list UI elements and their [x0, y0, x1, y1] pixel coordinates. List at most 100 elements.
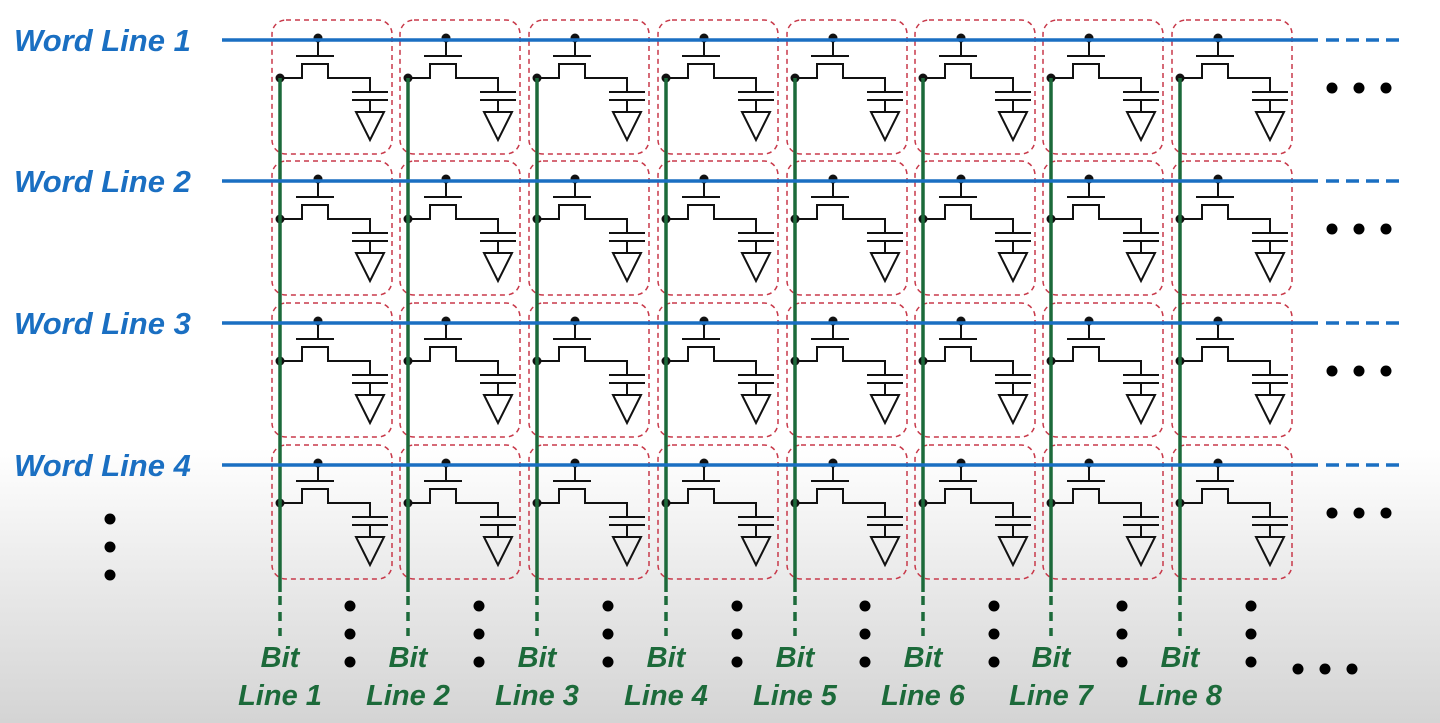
- cell-border: [1171, 302, 1293, 438]
- ellipsis-dot: [1353, 223, 1365, 235]
- bit-line-label-top: Bit: [389, 642, 429, 674]
- transistor-capacitor-circuit: [666, 465, 774, 568]
- bit-line-label-bottom: Line 7: [1009, 680, 1095, 712]
- transistor-capacitor-circuit: [666, 181, 774, 284]
- bit-lines: [278, 78, 1182, 636]
- cell-border: [399, 160, 521, 296]
- transistor-capacitor-circuit: [1051, 181, 1159, 284]
- cell-border: [786, 302, 908, 438]
- word-line-label: Word Line 1: [14, 23, 191, 58]
- continuation-dots: [104, 82, 1392, 675]
- cell-border: [657, 160, 779, 296]
- word-line-label: Word Line 2: [14, 164, 191, 199]
- cell-border: [914, 160, 1036, 296]
- bit-line-label-bottom: Line 5: [753, 680, 838, 712]
- ellipsis-dot: [859, 600, 871, 612]
- bit-line-label-top: Bit: [1032, 642, 1072, 674]
- bit-line-label-top: Bit: [904, 642, 944, 674]
- transistor-capacitor-circuit: [1051, 40, 1159, 143]
- ellipsis-dot: [1245, 656, 1257, 668]
- ellipsis-dot: [1245, 628, 1257, 640]
- cell-border: [528, 160, 650, 296]
- transistor-capacitor-circuit: [1180, 181, 1288, 284]
- cell-border: [1171, 160, 1293, 296]
- ellipsis-dot: [473, 600, 485, 612]
- ellipsis-dot: [859, 656, 871, 668]
- memory-cell: [914, 302, 1036, 438]
- bit-line-label-bottom: Line 2: [366, 680, 450, 712]
- bit-line-label-top: Bit: [518, 642, 558, 674]
- ellipsis-dot: [1380, 82, 1392, 94]
- memory-cell: [528, 302, 650, 438]
- transistor-capacitor-circuit: [666, 40, 774, 143]
- cell-border: [528, 302, 650, 438]
- cell-border: [1042, 160, 1164, 296]
- ellipsis-dot: [1326, 365, 1338, 377]
- ellipsis-dot: [1326, 507, 1338, 519]
- ellipsis-dot: [1380, 365, 1392, 377]
- memory-cell: [786, 444, 908, 580]
- cell-border: [1042, 302, 1164, 438]
- ellipsis-dot: [344, 656, 356, 668]
- transistor-capacitor-circuit: [408, 465, 516, 568]
- ellipsis-dot: [988, 628, 1000, 640]
- transistor-capacitor-circuit: [1180, 465, 1288, 568]
- memory-cell: [657, 444, 779, 580]
- transistor-capacitor-circuit: [280, 40, 388, 143]
- ellipsis-dot: [344, 628, 356, 640]
- transistor-capacitor-circuit: [408, 181, 516, 284]
- transistor-capacitor-circuit: [1051, 465, 1159, 568]
- ellipsis-dot: [1326, 223, 1338, 235]
- transistor-capacitor-circuit: [795, 323, 903, 426]
- transistor-capacitor-circuit: [795, 465, 903, 568]
- cell-border: [657, 19, 779, 155]
- bit-line-label-bottom: Line 8: [1138, 680, 1223, 712]
- ellipsis-dot: [731, 628, 743, 640]
- cell-border: [271, 19, 393, 155]
- ellipsis-dot: [1116, 600, 1128, 612]
- cell-border: [528, 19, 650, 155]
- cell-border: [657, 444, 779, 580]
- cell-border: [271, 302, 393, 438]
- transistor-capacitor-circuit: [537, 323, 645, 426]
- word-line-label: Word Line 3: [14, 306, 191, 341]
- cell-border: [528, 444, 650, 580]
- memory-cell: [399, 302, 521, 438]
- ellipsis-dot: [1353, 507, 1365, 519]
- cell-border: [399, 302, 521, 438]
- transistor-capacitor-circuit: [795, 40, 903, 143]
- memory-cell: [271, 160, 393, 296]
- ellipsis-dot: [104, 541, 116, 553]
- memory-cell: [786, 160, 908, 296]
- ellipsis-dot: [731, 656, 743, 668]
- cell-border: [657, 302, 779, 438]
- transistor-capacitor-circuit: [280, 181, 388, 284]
- bit-line-label-bottom: Line 6: [881, 680, 966, 712]
- transistor-capacitor-circuit: [408, 40, 516, 143]
- ellipsis-dot: [988, 656, 1000, 668]
- ellipsis-dot: [1116, 628, 1128, 640]
- ellipsis-dot: [104, 513, 116, 525]
- ellipsis-dot: [602, 628, 614, 640]
- ellipsis-dot: [602, 656, 614, 668]
- cell-border: [399, 19, 521, 155]
- ellipsis-dot: [1353, 82, 1365, 94]
- cell-border: [1171, 19, 1293, 155]
- transistor-capacitor-circuit: [537, 40, 645, 143]
- ellipsis-dot: [1353, 365, 1365, 377]
- transistor-capacitor-circuit: [1180, 40, 1288, 143]
- ellipsis-dot: [1245, 600, 1257, 612]
- bit-line-label-top: Bit: [776, 642, 816, 674]
- ellipsis-dot: [1326, 82, 1338, 94]
- ellipsis-dot: [1380, 507, 1392, 519]
- word-line-label: Word Line 4: [14, 448, 191, 483]
- ellipsis-dot: [1346, 663, 1358, 675]
- transistor-capacitor-circuit: [666, 323, 774, 426]
- cell-border: [399, 444, 521, 580]
- bit-line-label-top: Bit: [1161, 642, 1201, 674]
- cell-border: [271, 444, 393, 580]
- transistor-capacitor-circuit: [408, 323, 516, 426]
- bit-line-label-bottom: Line 4: [624, 680, 708, 712]
- transistor-capacitor-circuit: [280, 323, 388, 426]
